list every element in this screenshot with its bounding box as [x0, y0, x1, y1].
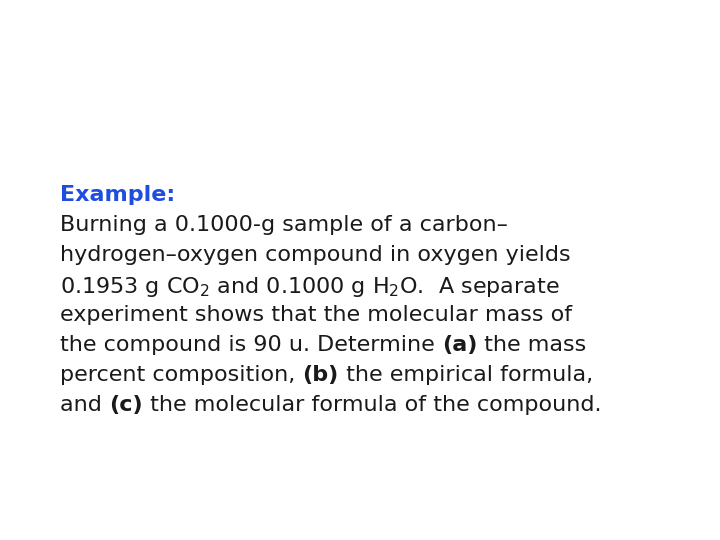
Text: experiment shows that the molecular mass of: experiment shows that the molecular mass…	[60, 305, 572, 325]
Text: the mass: the mass	[477, 335, 587, 355]
Text: 0.1953 g CO$_2$ and 0.1000 g H$_2$O.  A separate: 0.1953 g CO$_2$ and 0.1000 g H$_2$O. A s…	[60, 275, 559, 299]
Text: percent composition,: percent composition,	[60, 365, 302, 385]
Text: and: and	[60, 395, 109, 415]
Text: the empirical formula,: the empirical formula,	[338, 365, 593, 385]
Text: (c): (c)	[109, 395, 143, 415]
Text: Example:: Example:	[60, 185, 175, 205]
Text: hydrogen–oxygen compound in oxygen yields: hydrogen–oxygen compound in oxygen yield…	[60, 245, 571, 265]
Text: Burning a 0.1000-g sample of a carbon–: Burning a 0.1000-g sample of a carbon–	[60, 215, 508, 235]
Text: the molecular formula of the compound.: the molecular formula of the compound.	[143, 395, 601, 415]
Text: (b): (b)	[302, 365, 338, 385]
Text: the compound is 90 u. Determine: the compound is 90 u. Determine	[60, 335, 442, 355]
Text: (a): (a)	[442, 335, 477, 355]
